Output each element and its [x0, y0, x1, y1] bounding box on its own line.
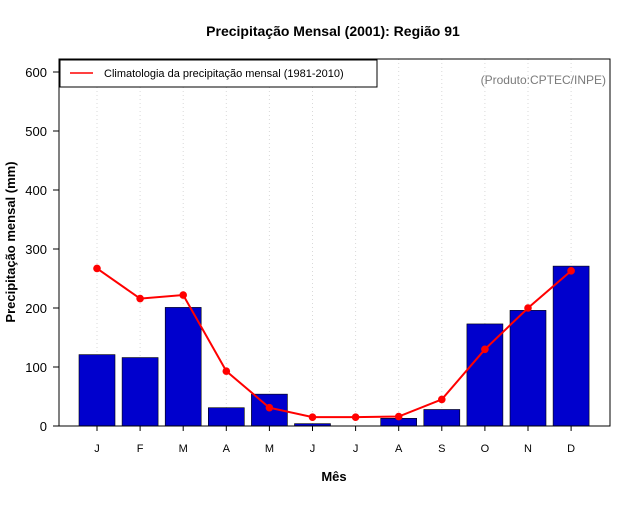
climatology-point: [265, 403, 274, 412]
bar: [121, 357, 159, 427]
bar: [208, 407, 245, 427]
legend-box: [59, 59, 378, 88]
bar: [509, 310, 547, 427]
climatology-point: [524, 304, 532, 312]
bar: [466, 323, 504, 427]
x-tick-label: J: [310, 443, 316, 455]
x-tick-label: N: [524, 443, 532, 455]
x-tick-label: J: [353, 443, 359, 455]
legend: Climatologia da precipitação mensal (198…: [59, 59, 378, 88]
x-tick-label: F: [137, 443, 144, 455]
legend-entry-climatology: Climatologia da precipitação mensal (198…: [104, 68, 344, 80]
y-tick-label: 400: [25, 183, 47, 198]
x-tick-label: J: [94, 443, 100, 455]
chart-title: Precipitação Mensal (2001): Região 91: [206, 23, 460, 39]
y-tick-label: 100: [25, 360, 47, 375]
y-tick-label: 200: [25, 301, 47, 316]
product-credit: (Produto:CPTEC/INPE): [481, 73, 606, 87]
y-tick-label: 500: [25, 124, 47, 139]
y-tick-label: 0: [40, 419, 47, 434]
y-axis: 0 100 200 300 400 500 600: [25, 65, 59, 434]
y-tick-label: 300: [25, 242, 47, 257]
climatology-point: [351, 413, 360, 421]
x-tick-label: D: [567, 443, 575, 455]
x-tick-label: M: [179, 443, 188, 455]
climatology-point: [179, 291, 187, 299]
climatology-point: [567, 267, 575, 275]
bar: [78, 354, 116, 427]
x-tick-label: M: [265, 443, 274, 455]
x-tick-label: O: [481, 443, 490, 455]
x-tick-label: A: [395, 443, 403, 455]
bar: [423, 409, 461, 427]
y-axis-label: Precipitação mensal (mm): [3, 161, 18, 322]
y-tick-label: 600: [25, 65, 47, 80]
climatology-point: [481, 345, 489, 354]
climatology-line-layer: [93, 264, 575, 421]
x-tick-label: S: [438, 443, 445, 455]
x-tick-label: A: [223, 443, 231, 455]
climatology-point: [136, 294, 144, 303]
climatology-point: [438, 395, 446, 404]
climatology-point: [93, 264, 101, 273]
climatology-point: [394, 412, 403, 421]
climatology-point: [222, 367, 231, 375]
bar: [164, 307, 202, 427]
climatology-point: [308, 413, 317, 421]
x-axis-label: Mês: [321, 469, 346, 484]
bar: [552, 265, 590, 427]
plot-frame: [58, 58, 611, 427]
climatology-line: [96, 267, 572, 419]
bar-layer: [78, 265, 590, 427]
